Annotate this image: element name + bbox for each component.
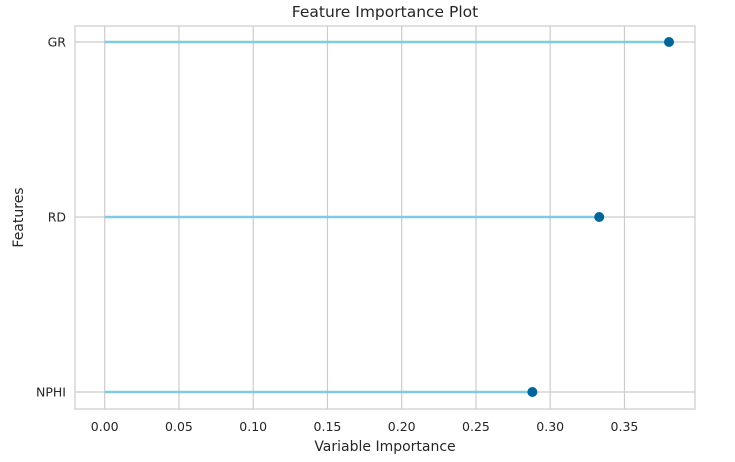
lollipop-stems bbox=[104, 40, 670, 394]
y-axis-label: Features bbox=[11, 187, 27, 247]
x-tick-label: 0.30 bbox=[536, 419, 564, 434]
x-tick-label: 0.00 bbox=[91, 419, 119, 434]
lollipop-points bbox=[527, 37, 675, 397]
x-tick-label: 0.25 bbox=[462, 419, 490, 434]
x-axis-ticks: 0.00 0.05 0.10 0.15 0.20 0.25 0.30 0.35 bbox=[91, 419, 639, 434]
x-tick-label: 0.10 bbox=[239, 419, 267, 434]
x-tick-label: 0.35 bbox=[611, 419, 639, 434]
point-rd bbox=[594, 212, 605, 222]
y-tick-label: NPHI bbox=[36, 385, 66, 400]
y-tick-label: RD bbox=[48, 210, 66, 225]
x-tick-label: 0.05 bbox=[165, 419, 193, 434]
y-tick-label: GR bbox=[48, 35, 67, 50]
y-axis-ticks: GR RD NPHI bbox=[36, 35, 66, 400]
point-nphi bbox=[527, 387, 538, 397]
chart-title: Feature Importance Plot bbox=[292, 3, 478, 21]
x-axis-label: Variable Importance bbox=[314, 439, 455, 455]
x-tick-label: 0.15 bbox=[314, 419, 342, 434]
x-tick-label: 0.20 bbox=[388, 419, 416, 434]
point-gr bbox=[664, 37, 675, 47]
